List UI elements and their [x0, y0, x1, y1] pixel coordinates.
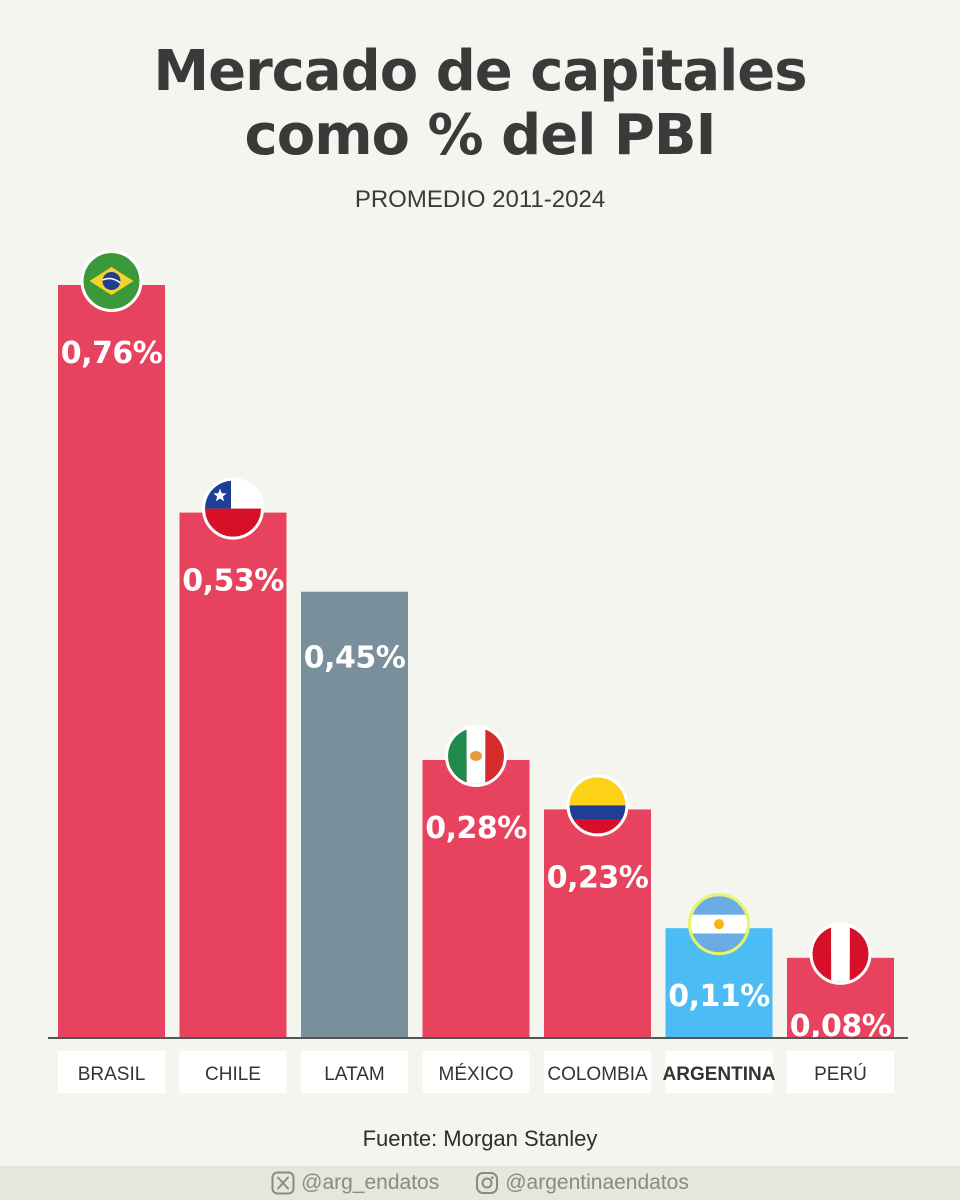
chart-subtitle: PROMEDIO 2011-2024 — [354, 186, 606, 213]
x-logo-icon — [271, 1171, 295, 1195]
tick-label: COLOMBIA — [547, 1064, 648, 1085]
category-label-bg — [179, 1051, 287, 1093]
bar — [301, 591, 408, 1037]
category-label-bg — [544, 1051, 651, 1093]
flag-ring — [202, 477, 264, 540]
category-label-bg — [58, 1051, 165, 1093]
footer-bar: @arg_endatos @argentinaendatos — [0, 1166, 960, 1200]
data-label: 0,28% — [425, 811, 527, 846]
category-label-bg — [665, 1051, 773, 1093]
data-label: 0,76% — [61, 336, 163, 371]
category-label-bg — [301, 1051, 408, 1093]
instagram-handle-link[interactable]: @argentinaendatos — [475, 1171, 689, 1195]
chile-flag-icon — [202, 477, 264, 540]
brazil-flag-icon — [80, 250, 143, 312]
flag-ring — [809, 922, 872, 985]
data-label: 0,23% — [547, 860, 649, 895]
title-line-2: como % del PBI — [244, 103, 717, 168]
argentina-flag-icon — [688, 893, 750, 956]
bar-group-brasil: 0,76% — [58, 250, 165, 1037]
title-line-1: Mercado de capitales — [153, 39, 807, 104]
bar — [179, 512, 287, 1037]
bar-group-perú: 0,08% — [787, 922, 894, 1044]
colombia-flag-icon — [566, 774, 629, 837]
tick-label: BRASIL — [78, 1064, 146, 1085]
flag-ring — [688, 893, 750, 956]
bar — [58, 285, 165, 1037]
tick-label: ARGENTINA — [663, 1064, 776, 1085]
tick-label: MÉXICO — [439, 1064, 514, 1085]
bar-group-colombia: 0,23% — [544, 774, 651, 1037]
data-label: 0,45% — [304, 641, 406, 676]
bar — [544, 809, 651, 1037]
chart-title: Mercado de capitales como % del PBI — [0, 40, 960, 168]
x-handle-link[interactable]: @arg_endatos — [271, 1171, 439, 1195]
data-label: 0,53% — [182, 564, 284, 599]
bar-group-chile: 0,53% — [179, 477, 287, 1037]
tick-label: CHILE — [205, 1064, 261, 1085]
instagram-logo-icon — [475, 1171, 499, 1195]
tick-label: LATAM — [324, 1064, 385, 1085]
flag-ring — [80, 250, 143, 312]
bar-group-méxico: 0,28% — [422, 724, 530, 1037]
flag-ring — [445, 724, 507, 787]
bar-chart: 0,76% BRASIL 0,53% CHILE 0,45% LATAM 0,28% MÉXI… — [48, 250, 908, 1093]
bar-group-latam: 0,45% — [301, 591, 408, 1037]
peru-flag-icon — [809, 922, 872, 985]
category-label-bg — [422, 1051, 530, 1093]
flag-ring — [566, 774, 629, 837]
data-label: 0,11% — [668, 979, 770, 1014]
source-note: Fuente: Morgan Stanley — [362, 1126, 598, 1151]
instagram-handle-text: @argentinaendatos — [505, 1171, 689, 1194]
x-handle-text: @arg_endatos — [301, 1171, 440, 1194]
bar — [422, 759, 530, 1037]
mexico-flag-icon — [445, 724, 507, 787]
bar-group-argentina: 0,11% — [665, 893, 773, 1037]
tick-label: PERÚ — [814, 1063, 867, 1085]
category-label-bg — [787, 1051, 894, 1093]
